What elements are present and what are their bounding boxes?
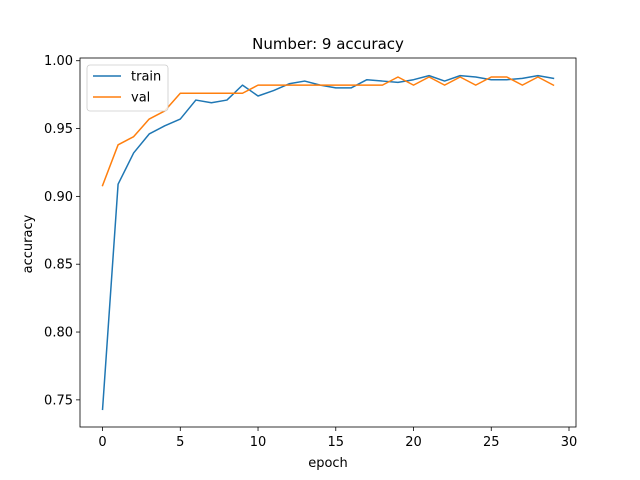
x-tick-label: 20 <box>405 435 422 450</box>
legend-label-train: train <box>131 70 161 85</box>
plot-area: 0 5 10 15 20 25 30 0.75 0.80 0.85 0.90 0.95 1.00 <box>44 54 577 450</box>
x-tick-label: 10 <box>250 435 267 450</box>
x-tick-label: 25 <box>483 435 500 450</box>
x-tick-label: 0 <box>98 435 106 450</box>
series-line-train <box>101 74 555 411</box>
series-line-val <box>101 76 555 187</box>
x-tick-label: 30 <box>561 435 578 450</box>
y-tick-label: 0.75 <box>44 393 73 408</box>
x-tick-label: 15 <box>328 435 345 450</box>
x-axis-label: epoch <box>308 456 348 471</box>
y-tick-label: 0.90 <box>44 190 73 205</box>
y-tick-label: 0.95 <box>44 122 73 137</box>
legend-label-val: val <box>131 91 150 106</box>
legend: train val <box>86 64 169 112</box>
y-tick-label: 0.85 <box>44 258 73 273</box>
x-tick-label: 5 <box>176 435 184 450</box>
chart-title: Number: 9 accuracy <box>252 35 404 53</box>
y-tick-label: 1.00 <box>44 54 73 69</box>
y-axis-label: accuracy <box>21 214 36 273</box>
y-tick-label: 0.80 <box>44 326 73 341</box>
axes-frame <box>79 57 577 428</box>
